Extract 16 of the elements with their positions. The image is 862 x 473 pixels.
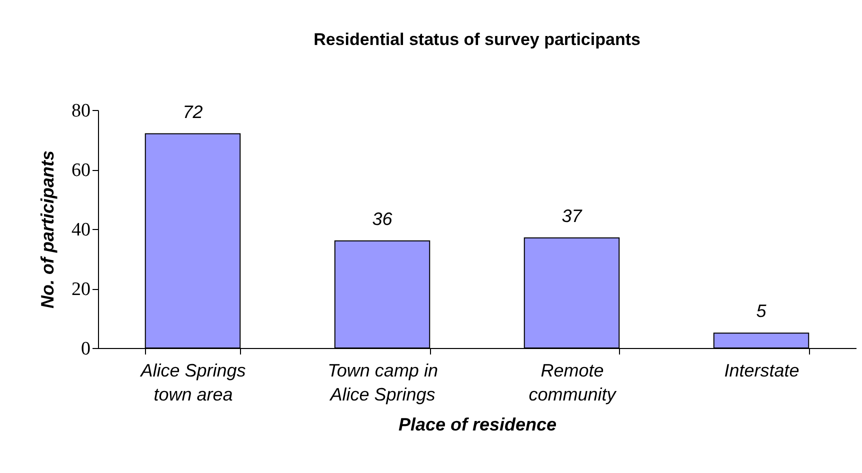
y-tick-label: 60: [72, 160, 90, 181]
y-tick-label: 40: [72, 220, 90, 240]
x-tick-label: Town camp in Alice Springs: [328, 360, 438, 404]
y-tick-label: 0: [81, 338, 90, 360]
y-tick-label: 20: [72, 279, 90, 300]
data-label: 37: [562, 206, 583, 226]
x-tick-label: Remote community: [528, 360, 617, 404]
x-tick-label: Interstate: [724, 360, 800, 380]
data-label: 72: [182, 102, 203, 122]
data-label: 36: [372, 208, 394, 229]
y-axis-title: No. of participants: [38, 150, 58, 309]
chart-title: Residential status of survey participants: [314, 30, 640, 49]
data-label: 5: [756, 301, 768, 322]
x-axis-title: Place of residence: [398, 414, 557, 434]
y-tick-label: 80: [72, 100, 90, 122]
x-tick-label: Alice Springs town area: [140, 360, 246, 404]
